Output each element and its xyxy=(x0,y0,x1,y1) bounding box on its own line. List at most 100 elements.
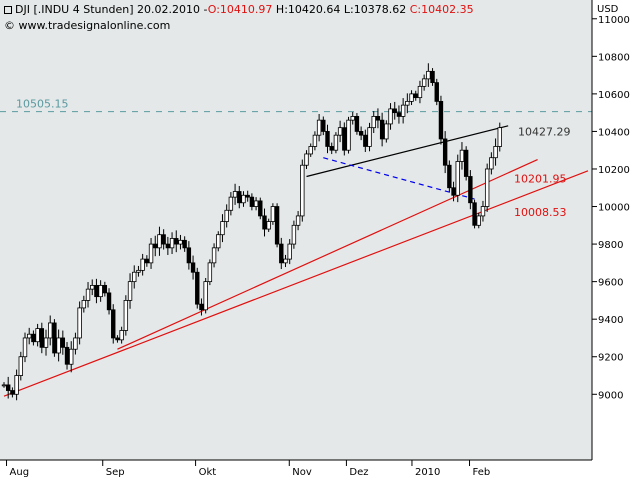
candle-body xyxy=(123,300,129,331)
candle-body xyxy=(262,215,267,230)
black-trendline xyxy=(306,125,509,178)
candle-body xyxy=(468,176,473,204)
lower-red-trendline xyxy=(117,159,538,350)
candle-body xyxy=(85,288,91,301)
candle-body xyxy=(295,215,301,226)
candle-body xyxy=(73,337,78,350)
y-tick-label: 10600 xyxy=(598,90,630,101)
candle-body xyxy=(321,119,326,132)
candle-body xyxy=(463,149,469,177)
y-tick-label: 10200 xyxy=(598,165,630,176)
chart-menu-icon[interactable] xyxy=(4,6,12,14)
x-tick-label: Feb xyxy=(473,467,491,478)
candle-body xyxy=(266,221,271,230)
candle-body xyxy=(144,258,150,264)
candle-body xyxy=(329,146,334,151)
candle-body xyxy=(165,243,171,249)
candle-body xyxy=(270,206,276,222)
candle-body xyxy=(430,70,435,84)
candle-body xyxy=(354,116,360,132)
candle-body xyxy=(438,100,444,140)
candle-body xyxy=(308,146,313,155)
candle-body xyxy=(480,206,486,217)
candle-body xyxy=(371,116,376,129)
open-value: O:10410.97 xyxy=(207,3,273,16)
candle-body xyxy=(64,346,70,365)
candle-body xyxy=(161,234,166,245)
candle-body xyxy=(300,164,305,217)
candle-body xyxy=(27,333,32,339)
candle-body xyxy=(6,384,11,391)
x-tick-label: Nov xyxy=(292,467,312,478)
candle-body xyxy=(190,262,196,273)
candle-body xyxy=(346,119,351,151)
x-axis-ticks: Aug Sep Okt Nov Dez 2010 Feb xyxy=(6,460,491,478)
high-value: H:10420.64 xyxy=(275,3,341,16)
candle-body xyxy=(405,100,410,106)
candle-body xyxy=(426,70,431,80)
candle-body xyxy=(367,127,372,147)
level-label: 10505.15 xyxy=(16,98,69,111)
candle-body xyxy=(274,206,280,245)
x-tick-label: 2010 xyxy=(415,467,440,478)
candle-body xyxy=(459,149,465,162)
candle-body xyxy=(333,134,339,151)
candle-body xyxy=(195,271,200,305)
candle-body xyxy=(375,116,381,121)
candle-body xyxy=(1,384,7,387)
candle-body xyxy=(434,82,439,102)
candle-body xyxy=(199,303,204,311)
candle-body xyxy=(136,269,141,273)
candle-body xyxy=(493,146,498,159)
candle-body xyxy=(283,258,288,264)
y-tick-label: 10800 xyxy=(598,52,630,63)
y-tick-label: 10400 xyxy=(598,127,630,138)
candle-body xyxy=(22,337,28,358)
candle-body xyxy=(220,221,225,236)
candle-body xyxy=(287,243,292,260)
candle-body xyxy=(342,127,347,151)
price-annotation: 10427.29 xyxy=(518,125,571,138)
candle-body xyxy=(169,238,175,249)
candles xyxy=(1,63,502,401)
candle-body xyxy=(396,112,402,117)
candle-body xyxy=(39,328,45,348)
candle-body xyxy=(304,153,309,166)
candle-body xyxy=(10,390,15,395)
candle-body xyxy=(421,78,427,87)
candle-body xyxy=(211,247,217,264)
price-annotation: 10008.53 xyxy=(514,206,567,219)
candle-body xyxy=(77,307,82,339)
upper-red-trendline xyxy=(3,170,589,397)
candle-body xyxy=(52,322,57,354)
date-label: 20.02.2010 xyxy=(136,3,200,16)
candle-body xyxy=(258,200,263,217)
candle-body xyxy=(90,284,95,290)
candle-body xyxy=(291,224,297,245)
candle-body xyxy=(207,262,213,283)
candle-body xyxy=(325,131,330,147)
candle-body xyxy=(203,281,208,311)
y-tick-label: 9000 xyxy=(598,390,623,401)
candle-body xyxy=(111,309,116,339)
candle-body xyxy=(388,108,393,125)
candle-body xyxy=(106,292,112,311)
candle-body xyxy=(140,258,145,271)
y-tick-label: 9200 xyxy=(598,353,623,364)
candle-body xyxy=(337,127,343,136)
candle-body xyxy=(115,337,120,341)
candle-body xyxy=(358,131,364,136)
candle-body xyxy=(409,93,414,102)
candle-body xyxy=(148,243,154,264)
candle-body xyxy=(241,194,246,204)
y-tick-label: 11000 xyxy=(598,15,630,26)
candle-body xyxy=(186,247,192,264)
x-tick-label: Okt xyxy=(199,467,217,478)
candle-body xyxy=(237,191,242,204)
candle-body xyxy=(102,284,108,294)
candle-body xyxy=(157,234,162,249)
candle-body xyxy=(312,134,318,147)
candle-body xyxy=(132,271,137,283)
